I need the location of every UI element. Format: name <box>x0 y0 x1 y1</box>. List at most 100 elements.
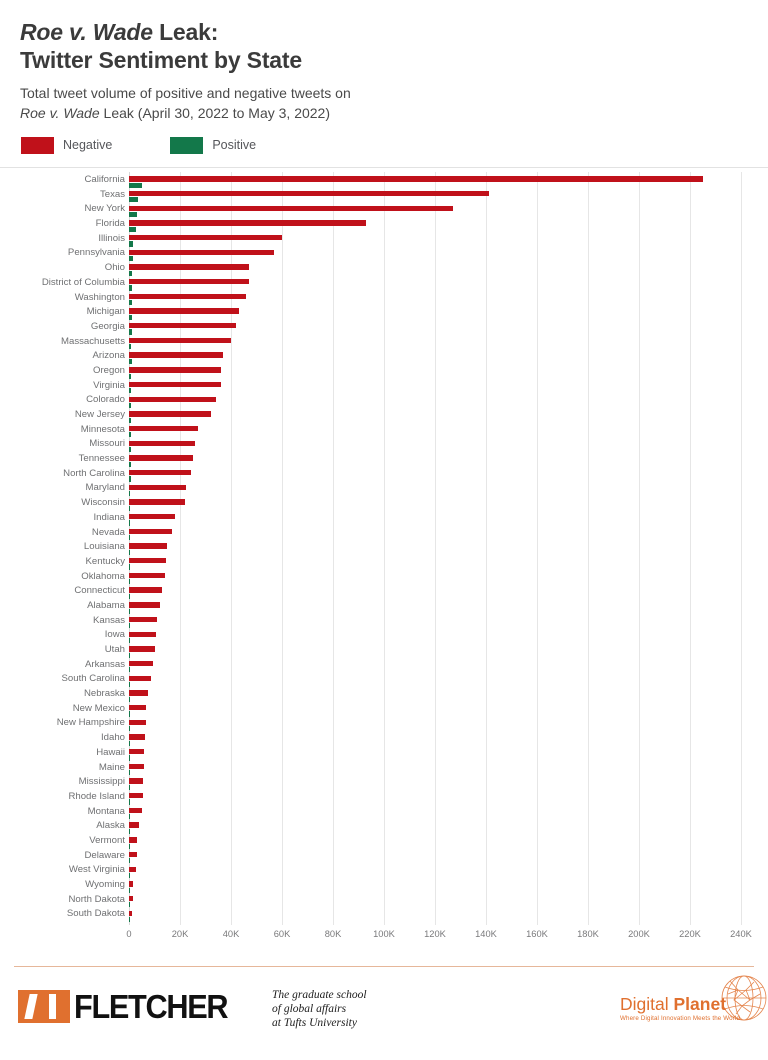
bar-row[interactable]: Minnesota <box>0 424 768 440</box>
bar-negative[interactable] <box>129 763 144 770</box>
bar-positive[interactable] <box>129 241 134 247</box>
bar-positive[interactable] <box>129 593 131 600</box>
bar-positive[interactable] <box>129 211 137 218</box>
bar-negative[interactable] <box>129 778 144 784</box>
bar-row[interactable]: California <box>0 174 768 190</box>
bar-row[interactable]: Michigan <box>0 306 768 322</box>
bar-row[interactable]: Colorado <box>0 394 768 410</box>
bar-positive[interactable] <box>129 740 131 746</box>
bar-row[interactable]: Nebraska <box>0 688 768 704</box>
bar-negative[interactable] <box>129 704 147 711</box>
bar-negative[interactable] <box>129 396 216 402</box>
bar-negative[interactable] <box>129 264 249 270</box>
legend-item-positive[interactable]: Positive <box>170 136 256 154</box>
bar-positive[interactable] <box>129 432 131 438</box>
legend-item-negative[interactable]: Negative <box>21 136 112 154</box>
bar-negative[interactable] <box>129 558 166 564</box>
bar-row[interactable]: Oregon <box>0 365 768 381</box>
bar-positive[interactable] <box>129 520 131 526</box>
bar-positive[interactable] <box>129 916 131 923</box>
bar-negative[interactable] <box>129 587 163 593</box>
bar-positive[interactable] <box>129 696 131 702</box>
bar-row[interactable]: New Jersey <box>0 409 768 425</box>
bar-row[interactable]: Iowa <box>0 629 768 645</box>
bar-positive[interactable] <box>129 902 131 908</box>
bar-negative[interactable] <box>129 440 196 446</box>
bar-row[interactable]: South Carolina <box>0 673 768 689</box>
bar-negative[interactable] <box>129 190 489 197</box>
bar-row[interactable]: South Dakota <box>0 908 768 924</box>
bar-negative[interactable] <box>129 220 367 226</box>
bar-row[interactable]: West Virginia <box>0 864 768 880</box>
bar-positive[interactable] <box>129 344 132 350</box>
bar-row[interactable]: North Carolina <box>0 468 768 484</box>
bar-negative[interactable] <box>129 660 154 667</box>
bar-row[interactable]: Georgia <box>0 321 768 337</box>
bar-positive[interactable] <box>129 637 131 644</box>
bar-negative[interactable] <box>129 572 165 579</box>
bar-negative[interactable] <box>129 308 239 314</box>
bar-negative[interactable] <box>129 323 237 329</box>
bar-negative[interactable] <box>129 499 186 505</box>
bar-negative[interactable] <box>129 822 139 828</box>
bar-positive[interactable] <box>129 226 136 232</box>
bar-row[interactable]: Alaska <box>0 820 768 836</box>
bar-row[interactable]: Pennsylvania <box>0 247 768 263</box>
bar-positive[interactable] <box>129 564 131 570</box>
bar-row[interactable]: Virginia <box>0 380 768 396</box>
bar-negative[interactable] <box>129 249 275 256</box>
bar-row[interactable]: Louisiana <box>0 541 768 557</box>
bar-negative[interactable] <box>129 381 221 388</box>
bar-positive[interactable] <box>129 329 132 335</box>
bar-row[interactable]: Vermont <box>0 835 768 851</box>
bar-negative[interactable] <box>129 749 145 755</box>
bar-positive[interactable] <box>129 197 138 203</box>
bar-negative[interactable] <box>129 352 224 358</box>
bar-positive[interactable] <box>129 711 131 717</box>
bar-negative[interactable] <box>129 279 249 285</box>
bar-positive[interactable] <box>129 549 131 555</box>
bar-negative[interactable] <box>129 176 703 182</box>
bar-row[interactable]: Missouri <box>0 438 768 454</box>
bar-positive[interactable] <box>129 681 131 688</box>
bar-positive[interactable] <box>129 402 132 409</box>
bar-positive[interactable] <box>129 491 131 497</box>
bar-negative[interactable] <box>129 910 133 916</box>
bar-negative[interactable] <box>129 675 151 681</box>
bar-positive[interactable] <box>129 828 131 835</box>
bar-row[interactable]: Kentucky <box>0 556 768 572</box>
bar-positive[interactable] <box>129 300 132 306</box>
bar-negative[interactable] <box>129 602 160 608</box>
bar-negative[interactable] <box>129 631 156 637</box>
bar-positive[interactable] <box>129 256 133 262</box>
bar-row[interactable]: Delaware <box>0 850 768 866</box>
bar-positive[interactable] <box>129 623 131 629</box>
bar-row[interactable]: Washington <box>0 292 768 308</box>
bar-positive[interactable] <box>129 358 133 365</box>
bar-negative[interactable] <box>129 514 175 520</box>
bar-positive[interactable] <box>129 608 131 614</box>
bar-negative[interactable] <box>129 895 133 902</box>
bar-positive[interactable] <box>129 726 131 732</box>
bar-positive[interactable] <box>129 314 132 320</box>
bar-positive[interactable] <box>129 535 131 541</box>
bar-positive[interactable] <box>129 799 131 805</box>
bar-positive[interactable] <box>129 446 131 453</box>
bar-row[interactable]: Connecticut <box>0 585 768 601</box>
bar-positive[interactable] <box>129 814 131 820</box>
bar-row[interactable]: Alabama <box>0 600 768 616</box>
bar-positive[interactable] <box>129 887 131 893</box>
bar-row[interactable]: Kansas <box>0 615 768 631</box>
bar-negative[interactable] <box>129 616 158 623</box>
bar-positive[interactable] <box>129 461 131 467</box>
bar-row[interactable]: Idaho <box>0 732 768 748</box>
bar-negative[interactable] <box>129 337 231 344</box>
bar-negative[interactable] <box>129 425 198 432</box>
bar-positive[interactable] <box>129 755 131 761</box>
bar-row[interactable]: Utah <box>0 644 768 660</box>
bar-negative[interactable] <box>129 793 143 799</box>
bar-row[interactable]: Montana <box>0 806 768 822</box>
bar-positive[interactable] <box>129 373 132 379</box>
bar-negative[interactable] <box>129 881 134 887</box>
bar-negative[interactable] <box>129 646 155 652</box>
